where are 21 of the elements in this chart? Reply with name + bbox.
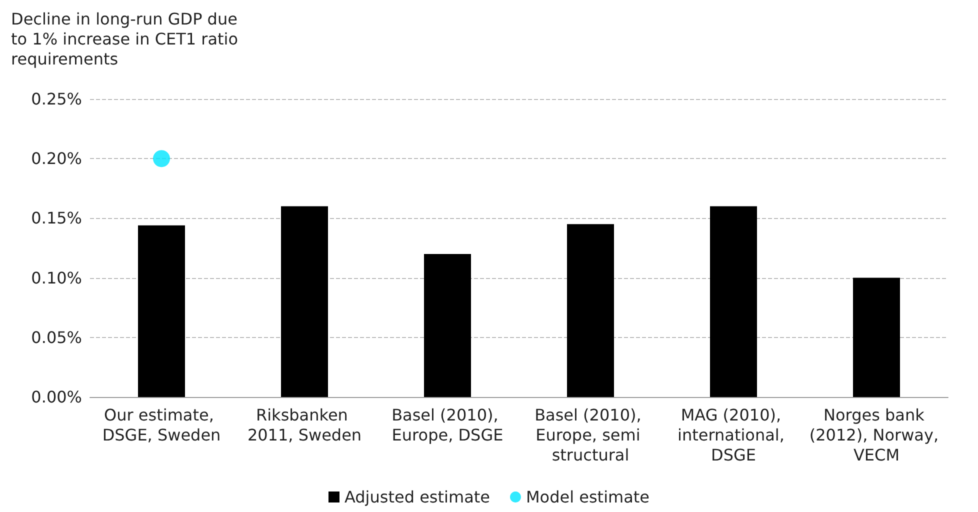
legend-label: Adjusted estimate (344, 488, 490, 506)
x-tick-label: Riksbanken 2011, Sweden (247, 406, 362, 444)
y-tick-label: 0.05% (31, 328, 82, 347)
x-tick-label: MAG (2010), international, DSGE (677, 406, 790, 464)
bar (281, 206, 328, 397)
x-tick-label: Basel (2010), Europe, semi structural (534, 406, 646, 464)
x-tick-label: Norges bank (2012), Norway, VECM (809, 406, 944, 464)
y-tick-label: 0.00% (31, 388, 82, 406)
x-tick-label: Our estimate, DSGE, Sweden (102, 406, 221, 444)
bar (138, 225, 185, 397)
bar (567, 224, 614, 397)
y-axis-title: Decline in long-run GDP due to 1% increase in CET1 ratio requirements (11, 10, 244, 68)
bar (710, 206, 757, 397)
y-tick-label: 0.10% (31, 268, 82, 288)
y-tick-label: 0.25% (31, 90, 82, 108)
y-tick-label: 0.15% (31, 208, 82, 228)
legend-label: Model estimate (526, 488, 650, 506)
bar (853, 278, 900, 397)
x-tick-label: Basel (2010), Europe, DSGE (392, 406, 504, 444)
bar (424, 254, 471, 397)
y-tick-label: 0.20% (31, 149, 82, 168)
